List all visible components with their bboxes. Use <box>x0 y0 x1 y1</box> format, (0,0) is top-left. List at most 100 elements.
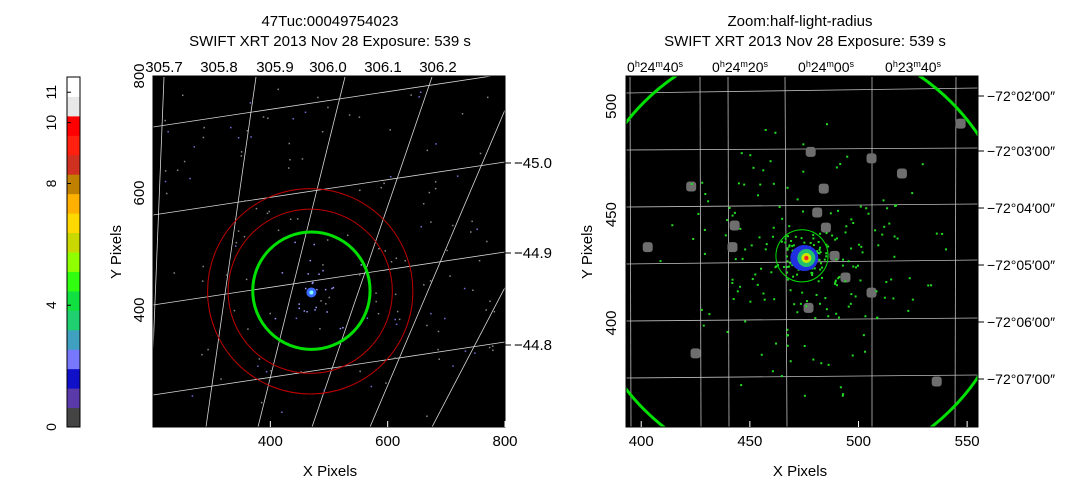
photon-event <box>835 237 838 240</box>
colorbar-tick-label: 10 <box>43 115 59 131</box>
photon-event <box>911 298 914 301</box>
photon-event <box>812 233 815 236</box>
photon-event <box>834 281 837 284</box>
photon-event <box>756 283 759 286</box>
photon-event <box>189 177 191 180</box>
photon-event <box>827 245 830 248</box>
photon-event <box>759 183 762 186</box>
photon-event <box>844 280 847 283</box>
y-axis-label: Y Pixels <box>579 225 596 279</box>
photon-event <box>844 231 847 234</box>
photon-event <box>230 126 232 129</box>
photon-event <box>383 182 385 185</box>
image-content <box>626 76 978 427</box>
unit-superscript: s <box>849 59 854 69</box>
colorbar-segment <box>67 290 80 311</box>
photon-event <box>446 249 448 252</box>
unit-value: 20 <box>748 59 764 75</box>
photon-event <box>749 300 752 303</box>
photon-event <box>802 210 805 213</box>
grid-line <box>629 76 632 427</box>
photon-event <box>739 227 742 230</box>
top-tick-label: 306.1 <box>364 59 402 76</box>
photon-event <box>430 221 432 223</box>
photon-event <box>930 284 933 287</box>
unit-superscript: s <box>763 59 768 69</box>
grid-line <box>699 76 702 427</box>
photon-event <box>859 205 862 208</box>
photon-event <box>313 243 316 246</box>
photon-event <box>389 129 391 131</box>
photon-event <box>762 169 765 172</box>
photon-event <box>181 94 184 97</box>
photon-event <box>750 244 753 247</box>
photon-event <box>825 255 828 258</box>
photon-event <box>854 295 857 298</box>
photon-event <box>852 222 855 225</box>
top-tick-label: 306.0 <box>309 59 347 76</box>
photon-event <box>419 91 422 94</box>
photon-event <box>796 273 799 276</box>
photon-event <box>304 287 307 290</box>
photon-event <box>690 182 693 185</box>
unit-value: 24 <box>640 59 656 75</box>
photon-event <box>796 198 799 201</box>
photon-event <box>265 370 268 373</box>
photon-event <box>321 130 324 133</box>
photon-event <box>312 281 314 284</box>
photon-event <box>772 226 775 229</box>
photon-event <box>809 241 812 244</box>
photon-event <box>202 136 205 139</box>
right-tick-label: −44.9 <box>514 245 552 262</box>
photon-event <box>226 274 228 276</box>
photon-event <box>791 249 794 252</box>
x-axis-label: X Pixels <box>303 463 357 480</box>
photon-event <box>781 217 784 220</box>
photon-event <box>882 199 885 202</box>
photon-event <box>842 258 845 261</box>
region-circle-red <box>227 208 393 374</box>
photon-event <box>771 370 774 373</box>
y-tick-label: 450 <box>603 202 620 227</box>
photon-event <box>789 360 792 363</box>
photon-event <box>765 243 768 246</box>
colorbar-tick-label: 0 <box>43 423 59 431</box>
grid-line <box>626 203 978 208</box>
photon-event <box>422 202 425 205</box>
photon-event <box>346 234 349 237</box>
photon-event <box>332 286 335 289</box>
photon-event <box>420 226 423 228</box>
gray-source <box>690 348 701 359</box>
gray-source <box>829 250 840 261</box>
photon-event <box>472 289 474 292</box>
photon-event <box>731 278 734 281</box>
photon-event <box>479 152 482 155</box>
photon-event <box>805 300 808 303</box>
photon-event <box>815 293 818 296</box>
grid-line <box>727 76 730 427</box>
photon-event <box>233 309 236 312</box>
photon-event <box>246 129 249 132</box>
photon-event <box>173 272 176 274</box>
photon-event <box>774 266 777 269</box>
photon-event <box>850 293 853 296</box>
photon-event <box>390 261 393 263</box>
photon-event <box>726 219 729 222</box>
photon-event <box>743 183 746 186</box>
photon-event <box>734 258 737 261</box>
unit-value: 24 <box>725 59 741 75</box>
photon-event <box>890 278 893 281</box>
photon-event <box>829 212 832 215</box>
photon-event <box>856 264 859 267</box>
photon-event <box>202 265 204 268</box>
photon-event <box>268 210 271 213</box>
photon-event <box>849 302 852 305</box>
photon-event <box>486 240 488 243</box>
top-tick-label: 0h24m40s <box>627 59 683 75</box>
photon-event <box>837 209 840 212</box>
photon-event <box>800 237 803 240</box>
photon-event <box>430 312 432 315</box>
photon-event <box>786 186 789 189</box>
photon-event <box>921 163 924 166</box>
photon-event <box>786 328 789 331</box>
